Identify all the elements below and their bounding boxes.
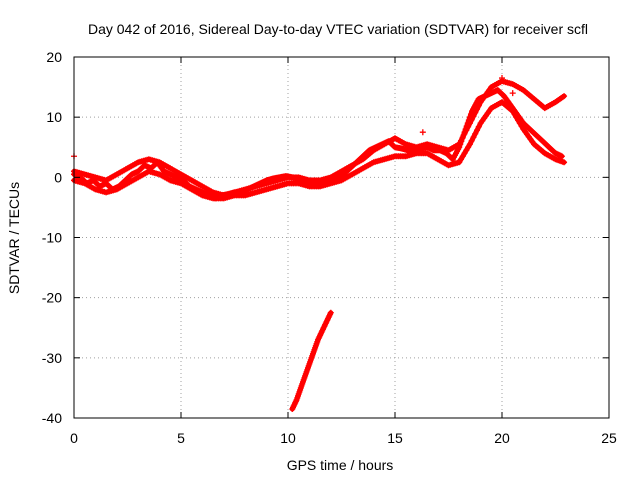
lower-band-point xyxy=(474,127,481,134)
lower-band-point xyxy=(461,150,468,157)
y-tick-label: -30 xyxy=(42,350,62,366)
upper-band-point xyxy=(468,116,475,123)
lower-band-point xyxy=(515,117,522,124)
upper-band-point xyxy=(470,113,477,120)
lower-band-point xyxy=(518,123,525,130)
series-line-upper-band xyxy=(71,78,567,198)
upper-band-point xyxy=(461,130,468,137)
lower-band-point xyxy=(513,114,520,121)
lower-band-point xyxy=(472,130,479,137)
y-tick-label: -10 xyxy=(42,230,62,246)
series-upper-band xyxy=(71,78,567,198)
upper-band-point xyxy=(466,120,473,127)
lower-band-point xyxy=(509,108,516,115)
y-tick-label: -40 xyxy=(42,410,62,426)
upper-band-point xyxy=(457,137,464,144)
lower-band-point xyxy=(465,144,472,151)
short-arc-point xyxy=(327,309,334,316)
upper-band-point xyxy=(472,109,479,116)
x-tick-label: 0 xyxy=(70,430,78,446)
upper-band-point xyxy=(561,93,568,100)
grid xyxy=(74,57,609,418)
y-tick-label: 10 xyxy=(46,109,62,125)
x-tick-label: 5 xyxy=(177,430,185,446)
x-tick-label: 10 xyxy=(280,430,296,446)
lower-band-point xyxy=(561,159,568,166)
x-tick-label: 15 xyxy=(387,430,403,446)
upper-band-point xyxy=(456,141,463,148)
lower-band-point xyxy=(463,147,470,154)
upper-band-point xyxy=(463,127,470,134)
y-axis-label: SDTVAR / TECUs xyxy=(6,182,22,294)
axis-ticks: 0 5 10 15 20 25 -40 -30 -20 -10 0 10 20 xyxy=(42,49,617,446)
y-tick-label: -20 xyxy=(42,290,62,306)
outliers-point xyxy=(419,129,426,136)
lower-band-point xyxy=(511,111,518,118)
data-marks xyxy=(71,75,568,412)
main-track-point xyxy=(558,153,565,160)
lower-band-point xyxy=(468,137,475,144)
x-tick-label: 25 xyxy=(601,430,617,446)
upper-band-point xyxy=(459,134,466,141)
series-line-lower-band xyxy=(71,99,567,201)
chart-title: Day 042 of 2016, Sidereal Day-to-day VTE… xyxy=(88,21,588,37)
upper-band-point xyxy=(465,123,472,130)
outliers-point xyxy=(499,75,505,82)
lower-band-point xyxy=(459,153,466,160)
upper-band-point xyxy=(475,102,482,109)
outliers-point xyxy=(509,90,516,97)
upper-band-point xyxy=(474,106,481,113)
series-lower-band xyxy=(71,99,567,201)
lower-band-point xyxy=(456,159,463,166)
lower-band-point xyxy=(466,141,473,148)
x-tick-label: 20 xyxy=(494,430,510,446)
x-axis-label: GPS time / hours xyxy=(287,457,394,473)
y-tick-label: 20 xyxy=(46,49,62,65)
lower-band-point xyxy=(457,156,464,163)
lower-band-point xyxy=(475,123,482,130)
y-tick-label: 0 xyxy=(54,169,62,185)
lower-band-point xyxy=(516,120,523,127)
lower-band-point xyxy=(470,134,477,141)
